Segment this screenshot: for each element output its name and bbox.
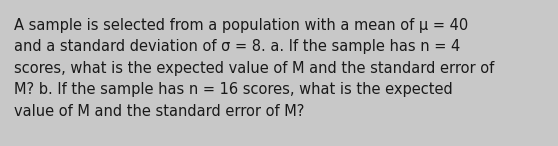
Text: A sample is selected from a population with a mean of μ = 40
and a standard devi: A sample is selected from a population w… — [14, 18, 494, 119]
